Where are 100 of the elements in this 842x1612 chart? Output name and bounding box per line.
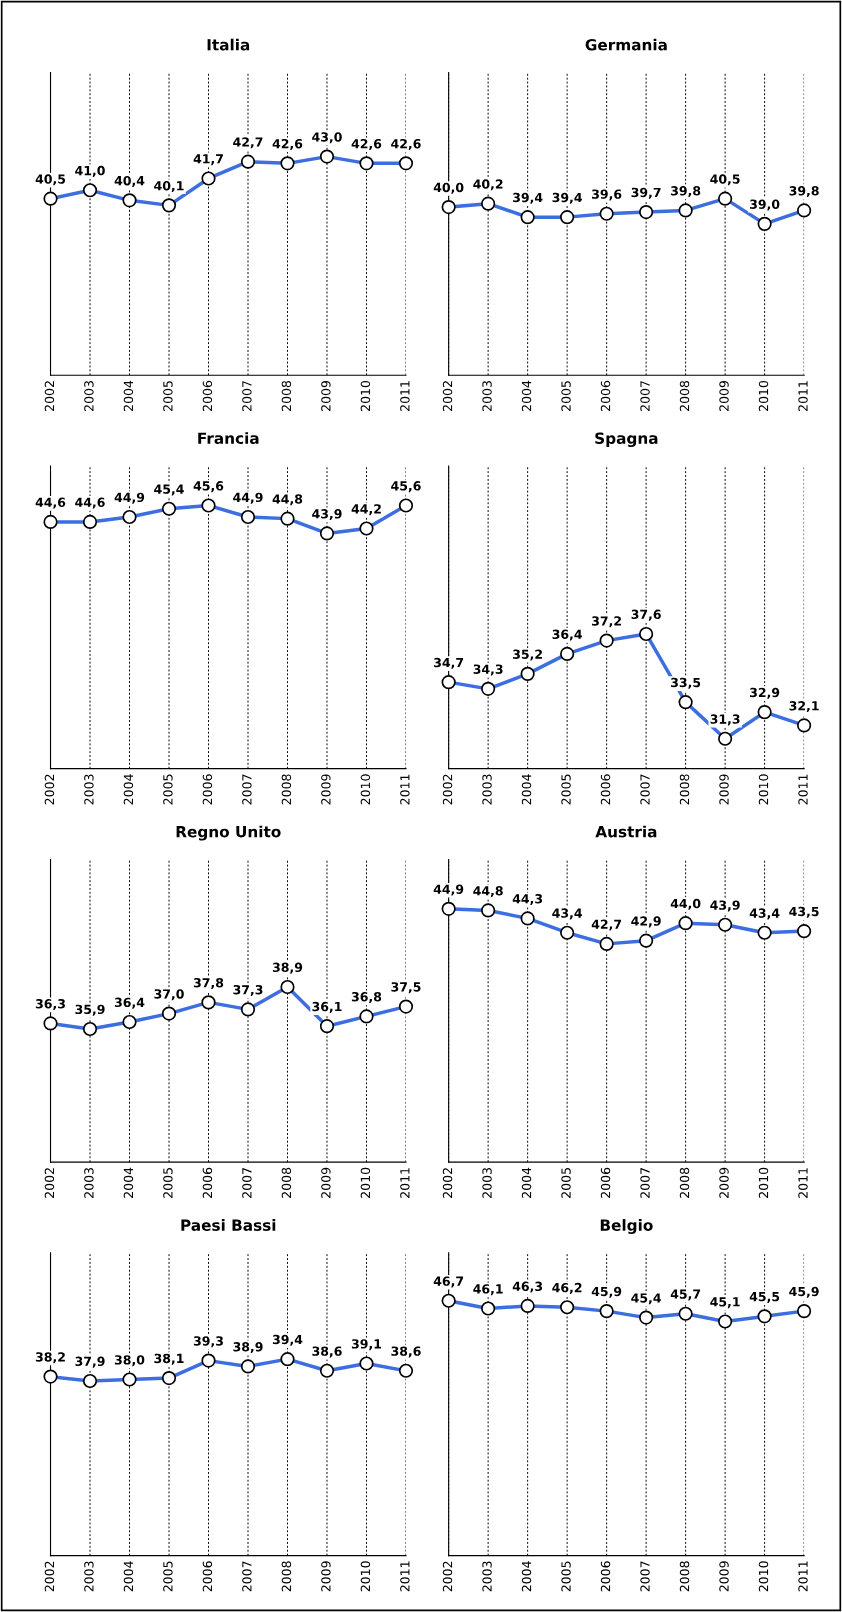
data-label: 34,7 (434, 657, 464, 669)
chart-title: Spagna (595, 432, 658, 448)
x-tick-label: 2009 (719, 774, 729, 805)
data-label: 41,0 (75, 165, 105, 177)
data-label: 43,9 (710, 900, 740, 912)
x-tick-label: 2007 (640, 1561, 650, 1592)
x-tick-label: 2005 (561, 1561, 571, 1592)
x-tick-label: 2005 (561, 1168, 571, 1198)
x-tick-label: 2004 (521, 1561, 532, 1592)
x-tick-label: 2002 (442, 1168, 453, 1198)
x-tick-label: 2003 (482, 381, 492, 411)
data-label: 32,1 (789, 701, 819, 713)
x-tick-label: 2005 (163, 381, 173, 411)
data-label: 35,2 (513, 649, 542, 661)
x-tick-label: 2008 (679, 380, 690, 411)
data-label: 45,7 (670, 1289, 701, 1301)
x-tick-label: 2006 (202, 774, 213, 805)
x-tick-label: 2011 (400, 774, 410, 805)
x-tick-label: 2002 (44, 774, 55, 805)
x-tick-label: 2003 (84, 1167, 94, 1198)
data-label: 39,8 (789, 186, 819, 198)
x-tick-label: 2011 (798, 1168, 808, 1198)
chart-title: Italia (207, 38, 250, 51)
data-label: 42,6 (272, 138, 303, 151)
x-tick-label: 2007 (242, 774, 252, 805)
x-tick-label: 2005 (163, 774, 173, 805)
data-label: 38,6 (312, 1346, 342, 1358)
data-label: 36,8 (351, 992, 382, 1004)
data-label: 44,9 (114, 492, 145, 504)
x-tick-label: 2009 (719, 380, 729, 411)
x-tick-label: 2006 (600, 380, 611, 411)
x-tick-label: 2002 (44, 1561, 55, 1592)
x-tick-label: 2011 (798, 1561, 808, 1592)
data-label: 42,6 (351, 138, 382, 151)
x-tick-label: 2010 (360, 1561, 371, 1592)
x-tick-label: 2002 (44, 1168, 55, 1198)
x-tick-label: 2010 (758, 774, 769, 805)
data-label: 44,9 (233, 492, 263, 504)
x-tick-label: 2002 (442, 774, 453, 805)
data-label: 45,6 (193, 481, 224, 493)
x-tick-label: 2009 (719, 1167, 729, 1198)
data-label: 43,4 (552, 908, 582, 920)
x-tick-label: 2009 (321, 1167, 331, 1198)
data-label: 42,7 (233, 137, 263, 149)
x-tick-label: 2002 (44, 381, 55, 411)
x-tick-label: 2003 (482, 774, 492, 805)
data-label: 46,3 (512, 1281, 543, 1293)
x-tick-label: 2010 (360, 380, 371, 411)
x-tick-label: 2010 (758, 1561, 769, 1592)
data-label: 46,7 (433, 1276, 464, 1288)
x-tick-label: 2004 (123, 774, 134, 805)
x-tick-label: 2007 (242, 1168, 252, 1198)
x-tick-label: 2006 (202, 380, 213, 411)
x-tick-label: 2011 (400, 1168, 410, 1198)
data-label: 44,2 (351, 504, 381, 516)
data-label: 42,9 (631, 916, 661, 928)
x-tick-label: 2009 (321, 380, 331, 411)
chart-title: Regno Unito (176, 825, 281, 841)
x-tick-label: 2006 (202, 1167, 213, 1198)
data-label: 36,1 (312, 1001, 342, 1013)
x-tick-label: 2007 (640, 774, 650, 805)
data-label: 42,6 (391, 138, 421, 151)
x-tick-label: 2008 (679, 1561, 690, 1592)
data-label: 37,3 (233, 985, 263, 997)
data-label: 34,3 (473, 664, 503, 676)
data-label: 39,4 (513, 192, 543, 204)
x-tick-label: 2006 (600, 1561, 611, 1592)
data-label: 45,1 (710, 1297, 740, 1309)
data-label: 37,0 (154, 989, 184, 1001)
x-tick-label: 2003 (84, 1561, 94, 1592)
x-tick-label: 2002 (442, 1561, 453, 1592)
x-tick-label: 2011 (400, 1561, 410, 1592)
x-tick-label: 2010 (758, 380, 769, 411)
chart-title: Belgio (600, 1219, 653, 1234)
data-label: 39,4 (552, 192, 582, 204)
x-tick-label: 2011 (798, 381, 808, 411)
chart-title: Austria (595, 825, 657, 838)
data-label: 44,6 (75, 497, 105, 509)
x-tick-label: 2008 (679, 774, 690, 805)
data-label: 37,6 (631, 609, 661, 621)
data-label: 45,9 (591, 1286, 622, 1298)
data-label: 36,4 (552, 629, 582, 641)
data-label: 44,6 (35, 497, 66, 509)
data-label: 45,9 (789, 1286, 819, 1298)
data-label: 43,5 (789, 906, 819, 918)
x-tick-label: 2004 (123, 1561, 134, 1592)
data-label: 43,9 (312, 509, 342, 521)
data-label: 39,8 (671, 186, 701, 198)
data-label: 43,0 (312, 132, 342, 144)
x-tick-label: 2008 (281, 1561, 292, 1592)
data-label: 40,1 (154, 181, 184, 193)
x-tick-label: 2011 (798, 774, 808, 805)
data-label: 39,0 (750, 199, 780, 211)
x-tick-label: 2005 (561, 381, 571, 411)
x-tick-label: 2010 (758, 1167, 769, 1198)
x-tick-label: 2008 (281, 1167, 292, 1198)
x-tick-label: 2003 (84, 774, 94, 805)
x-tick-label: 2005 (561, 774, 571, 805)
x-tick-label: 2009 (321, 774, 331, 805)
data-label: 37,9 (75, 1356, 105, 1368)
